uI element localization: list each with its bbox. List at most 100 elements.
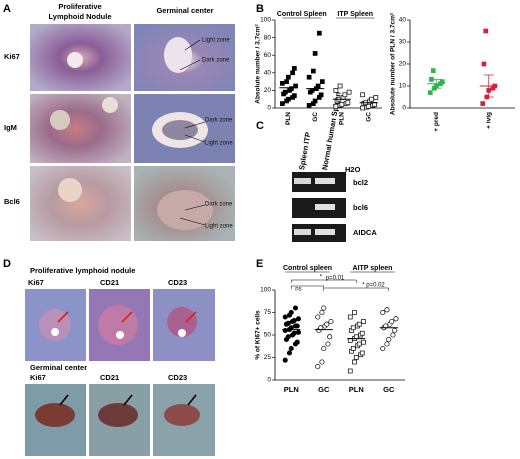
annotation: Dark zone: [205, 118, 233, 124]
y-tick-label: 30: [399, 39, 407, 46]
data-point: [295, 329, 302, 335]
data-point: [288, 345, 294, 352]
annotation: * p=0.02: [362, 283, 385, 289]
significance-bracket: [291, 285, 324, 289]
data-point: [292, 93, 297, 99]
group-label: ITP Spleen: [337, 11, 373, 18]
data-point: [390, 332, 396, 338]
data-point: [286, 96, 291, 102]
data-point: [319, 359, 325, 365]
y-tick-label: 0: [267, 105, 271, 112]
annotation: Light zone: [202, 38, 230, 44]
data-point: [352, 310, 357, 315]
section-title: Proliferative lymphoid nodule: [30, 266, 135, 275]
annotation: Light zone: [205, 141, 233, 147]
row-label: Ki67: [4, 52, 20, 61]
data-point: [389, 318, 395, 325]
data-point: [285, 320, 291, 326]
micrographs: [25, 289, 215, 456]
data-point: [319, 309, 325, 316]
panel-label: D: [3, 258, 11, 270]
data-point: [282, 327, 288, 334]
data-point: [361, 339, 366, 345]
y-tick-label: 0: [267, 377, 271, 384]
stain-label: Ki67: [28, 278, 44, 287]
data-point: [481, 61, 487, 67]
data-point: [288, 309, 294, 316]
data-point: [283, 89, 288, 95]
arrows: [59, 394, 197, 406]
data-point: [284, 79, 289, 84]
column-header: Proliferative: [58, 2, 101, 11]
y-tick-label: 10: [399, 83, 407, 90]
group-label: AITP spleen: [353, 265, 393, 272]
arrows: [179, 39, 206, 226]
data-point: [337, 83, 343, 89]
significance-bracket: [323, 287, 389, 291]
data-point: [369, 96, 374, 102]
data-point: [350, 325, 356, 331]
stain-label: CD21: [100, 278, 119, 287]
data-point: [430, 68, 436, 73]
data-point: [333, 103, 339, 109]
y-tick-label: 25: [264, 354, 272, 361]
data-point: [280, 81, 285, 86]
x-tick-label: + ivig: [485, 112, 492, 129]
row-label: IgM: [4, 123, 17, 132]
data-point: [282, 314, 288, 320]
y-tick-label: 80: [264, 34, 272, 41]
y-tick-label: 60: [264, 52, 272, 59]
annotation: ns: [295, 287, 301, 293]
data-point: [384, 307, 390, 313]
lane-label: Spleen ITP: [297, 131, 313, 170]
column-header: Germinal center: [156, 6, 213, 15]
panel-label: A: [3, 3, 11, 15]
y-tick-label: 40: [264, 70, 272, 77]
data-point: [312, 51, 318, 56]
stain-label: CD21: [100, 373, 119, 382]
annotation: p=0.01: [326, 276, 345, 282]
data-point: [359, 330, 365, 336]
data-point: [291, 318, 297, 324]
gel-label: bcl2: [353, 178, 368, 187]
y-tick-label: 20: [264, 87, 272, 94]
panel-label: E: [256, 258, 263, 270]
data-point: [480, 101, 486, 106]
panel-label: B: [256, 3, 264, 15]
data-point: [384, 341, 390, 347]
data-point: [356, 341, 362, 347]
x-tick-label: PLN: [284, 385, 299, 394]
data-point: [306, 74, 312, 80]
data-point: [325, 341, 331, 347]
data-point: [291, 330, 297, 336]
data-point: [347, 314, 353, 320]
data-point: [347, 368, 353, 374]
row-label: Bcl6: [4, 197, 20, 206]
gel-label: H2O: [345, 165, 361, 174]
data-point: [327, 334, 333, 340]
y-axis-label: % of Ki67+ cells: [255, 310, 262, 360]
data-point: [342, 92, 348, 98]
data-point: [306, 103, 312, 108]
data-point: [319, 79, 325, 84]
data-point: [292, 66, 297, 71]
x-tick-label: + pred: [433, 112, 440, 132]
stain-label: Ki67: [30, 373, 46, 382]
data-point: [315, 363, 321, 370]
annotation: Dark zone: [205, 202, 233, 208]
data-point: [294, 339, 300, 345]
data-point: [292, 305, 299, 311]
data-point: [483, 28, 489, 34]
y-tick-label: 40: [399, 17, 407, 24]
data-point: [315, 314, 321, 320]
data-point: [345, 100, 351, 106]
data-point: [393, 316, 399, 322]
data-point: [360, 105, 365, 111]
data-point: [380, 345, 386, 352]
group-label: Control spleen: [283, 265, 332, 272]
data-point: [316, 30, 322, 36]
data-point: [352, 359, 357, 365]
data-point: [286, 350, 293, 356]
x-tick-label: GC: [383, 385, 395, 394]
